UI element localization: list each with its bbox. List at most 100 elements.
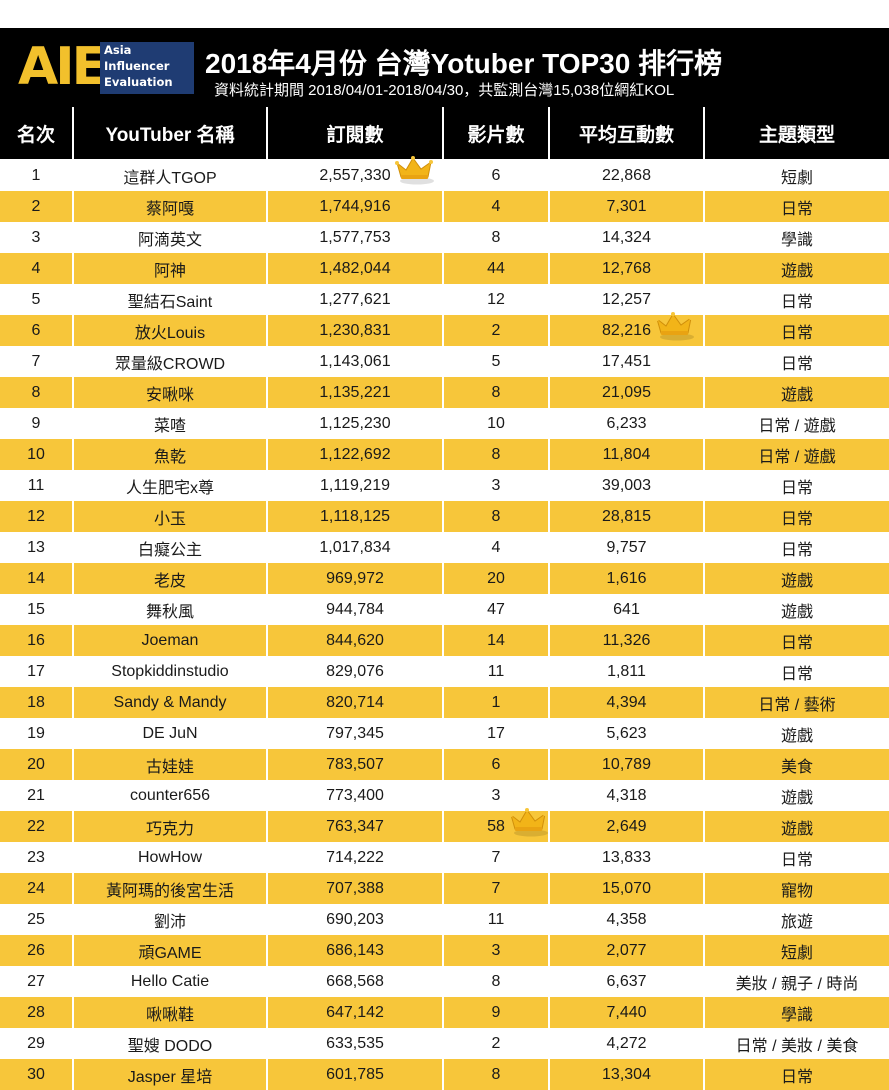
cell-name: Stopkiddinstudio	[72, 656, 267, 687]
table-row: 10 魚乾 1,122,692 8 11,804 日常 / 遊戲	[0, 439, 889, 470]
cell-subscribers: 1,119,219	[266, 470, 443, 501]
table-row: 22 巧克力 763,347 58 2,649 遊戲	[0, 811, 889, 842]
cell-avg-engagement: 11,326	[548, 625, 704, 656]
cell-name: HowHow	[72, 842, 267, 873]
cell-avg-engagement: 15,070	[548, 873, 704, 904]
cell-name: 舞秋風	[72, 594, 267, 625]
table-row: 27 Hello Catie 668,568 8 6,637 美妝 / 親子 / 時尚	[0, 966, 889, 997]
cell-rank: 27	[0, 966, 73, 997]
cell-category: 日常	[703, 625, 889, 656]
cell-rank: 8	[0, 377, 73, 408]
cell-name: 巧克力	[72, 811, 267, 842]
crown-icon	[654, 312, 694, 341]
cell-name: Jasper 星培	[72, 1059, 267, 1090]
cell-videos: 47	[442, 594, 549, 625]
cell-subscribers: 1,230,831	[266, 315, 443, 346]
cell-subscribers: 647,142	[266, 997, 443, 1028]
cell-rank: 13	[0, 532, 73, 563]
cell-name: 人生肥宅x尊	[72, 470, 267, 501]
cell-videos: 3	[442, 935, 549, 966]
cell-avg-engagement: 12,768	[548, 253, 704, 284]
cell-avg-engagement: 13,833	[548, 842, 704, 873]
column-header-videos: 影片數	[442, 107, 549, 159]
cell-category: 日常	[703, 501, 889, 532]
cell-subscribers: 829,076	[266, 656, 443, 687]
cell-subscribers: 707,388	[266, 873, 443, 904]
table-row: 25 劉沛 690,203 11 4,358 旅遊	[0, 904, 889, 935]
cell-avg-engagement: 11,804	[548, 439, 704, 470]
table-row: 8 安啾咪 1,135,221 8 21,095 遊戲	[0, 377, 889, 408]
cell-category: 日常	[703, 532, 889, 563]
cell-subscribers: 1,277,621	[266, 284, 443, 315]
crown-icon	[508, 808, 548, 837]
cell-subscribers: 633,535	[266, 1028, 443, 1059]
cell-rank: 1	[0, 159, 73, 191]
cell-category: 遊戲	[703, 718, 889, 749]
table-row: 23 HowHow 714,222 7 13,833 日常	[0, 842, 889, 873]
cell-subscribers: 1,482,044	[266, 253, 443, 284]
cell-avg-engagement: 641	[548, 594, 704, 625]
table-row: 12 小玉 1,118,125 8 28,815 日常	[0, 501, 889, 532]
logo-line-1: Asia	[104, 43, 132, 57]
cell-category: 日常 / 美妝 / 美食	[703, 1028, 889, 1059]
cell-videos: 8	[442, 1059, 549, 1090]
table-header-row: 名次 YouTuber 名稱 訂閱數 影片數 平均互動數 主題類型	[0, 107, 889, 159]
cell-subscribers: 1,577,753	[266, 222, 443, 253]
cell-rank: 12	[0, 501, 73, 532]
ranking-table: 名次 YouTuber 名稱 訂閱數 影片數 平均互動數 主題類型 1 這群人TGOP 2,5…	[0, 107, 889, 1090]
cell-avg-engagement: 9,757	[548, 532, 704, 563]
cell-name: Hello Catie	[72, 966, 267, 997]
cell-rank: 23	[0, 842, 73, 873]
cell-name: 黃阿瑪的後宮生活	[72, 873, 267, 904]
cell-videos: 11	[442, 904, 549, 935]
cell-subscribers: 668,568	[266, 966, 443, 997]
cell-category: 日常	[703, 470, 889, 501]
table-row: 16 Joeman 844,620 14 11,326 日常	[0, 625, 889, 656]
cell-category: 遊戲	[703, 563, 889, 594]
cell-videos: 8	[442, 439, 549, 470]
table-row: 24 黃阿瑪的後宮生活 707,388 7 15,070 寵物	[0, 873, 889, 904]
table-row: 6 放火Louis 1,230,831 2 82,216 日常	[0, 315, 889, 346]
table-row: 14 老皮 969,972 20 1,616 遊戲	[0, 563, 889, 594]
cell-videos: 3	[442, 470, 549, 501]
column-header-category: 主題類型	[703, 107, 889, 159]
cell-rank: 10	[0, 439, 73, 470]
cell-subscribers: 773,400	[266, 780, 443, 811]
cell-category: 日常	[703, 315, 889, 346]
cell-rank: 25	[0, 904, 73, 935]
cell-avg-engagement: 6,233	[548, 408, 704, 439]
cell-category: 日常	[703, 346, 889, 377]
cell-subscribers: 844,620	[266, 625, 443, 656]
cell-subscribers: 1,125,230	[266, 408, 443, 439]
cell-category: 遊戲	[703, 377, 889, 408]
column-header-name: YouTuber 名稱	[72, 107, 267, 159]
cell-avg-engagement: 6,637	[548, 966, 704, 997]
cell-rank: 19	[0, 718, 73, 749]
cell-videos: 8	[442, 377, 549, 408]
table-row: 18 Sandy & Mandy 820,714 1 4,394 日常 / 藝術	[0, 687, 889, 718]
cell-subscribers: 690,203	[266, 904, 443, 935]
cell-category: 遊戲	[703, 594, 889, 625]
cell-avg-engagement: 2,077	[548, 935, 704, 966]
cell-name: 蔡阿嘎	[72, 191, 267, 222]
cell-subscribers: 1,135,221	[266, 377, 443, 408]
cell-name: 這群人TGOP	[72, 159, 267, 191]
cell-videos: 7	[442, 842, 549, 873]
cell-category: 短劇	[703, 159, 889, 191]
cell-rank: 2	[0, 191, 73, 222]
cell-avg-engagement: 4,394	[548, 687, 704, 718]
cell-avg-engagement: 7,440	[548, 997, 704, 1028]
table-row: 19 DE JuN 797,345 17 5,623 遊戲	[0, 718, 889, 749]
cell-rank: 7	[0, 346, 73, 377]
cell-avg-engagement: 17,451	[548, 346, 704, 377]
cell-rank: 9	[0, 408, 73, 439]
cell-subscribers: 714,222	[266, 842, 443, 873]
cell-videos: 8	[442, 222, 549, 253]
cell-category: 旅遊	[703, 904, 889, 935]
cell-videos: 17	[442, 718, 549, 749]
cell-category: 遊戲	[703, 811, 889, 842]
cell-category: 日常 / 藝術	[703, 687, 889, 718]
cell-videos: 4	[442, 532, 549, 563]
cell-category: 學識	[703, 997, 889, 1028]
cell-rank: 24	[0, 873, 73, 904]
